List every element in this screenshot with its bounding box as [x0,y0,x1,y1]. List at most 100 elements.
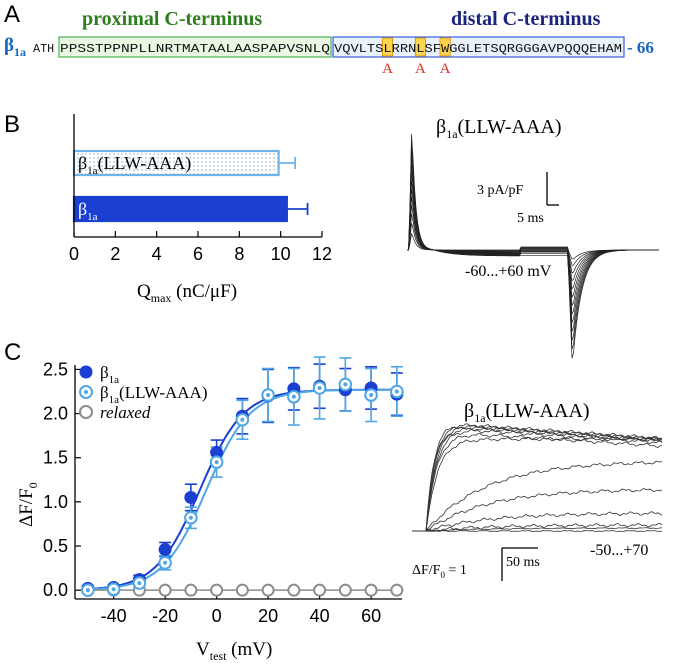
legend-label-2: relaxed [100,403,151,422]
mutant-point-dot-8 [291,394,296,399]
relaxed-point-9 [313,583,327,597]
mutant-point-dot-4 [188,515,193,520]
bar-x-tick-label-0: 0 [69,244,79,264]
x-axis-label-main: V [196,639,210,660]
mutation-highlights [381,37,451,57]
distal-box [332,36,625,58]
mutant-point-dot-7 [266,393,271,398]
current-trace-11 [407,141,659,350]
fluor-trace-0 [412,530,663,532]
bar-0 [72,149,280,177]
bar-x-tick-label-1: 2 [110,244,120,264]
y-axis-label-main: ΔF/F [16,488,37,527]
bar-label-0-rest: (LLW-AAA) [98,153,192,174]
bar-x-axis-label-rest: (nC/μF) [171,281,237,302]
legend-label-2-main: relaxed [100,403,151,422]
relaxed-point-8 [287,583,301,597]
y-tick-label-1: 0.5 [43,536,68,556]
x-tick-label-4: 40 [310,606,330,626]
x-tick-label-3: 20 [258,606,278,626]
x-tick-label-0: -40 [101,606,127,626]
mutant-point-dot-5 [214,460,219,465]
y-tick-label-0: 0.0 [43,580,68,600]
relaxed-point-4 [184,583,198,597]
relaxed-point-12 [390,583,404,597]
fluor-trace-12 [412,423,663,532]
legend-marker-0 [79,365,93,379]
bar-x-tick-label-6: 12 [312,244,332,264]
relaxed-point-10 [338,583,352,597]
legend-label-1-rest: (LLW-AAA) [119,383,207,402]
legend-label-0-sub: 1a [109,374,120,386]
mutant-point-dot-0 [85,588,90,593]
fluorescence-voltage-chart: 0.0 0.5 1.0 1.5 2.0 2.5 -40 -20 0 20 40 60 Vtest (mV… [16,356,404,663]
beta-prefix: β1a [4,35,26,59]
mutant-point-dot-3 [163,560,168,565]
mutation-letter-2: A [440,61,451,77]
beta-point-3 [158,543,172,557]
fluor-trace-1 [412,527,663,532]
y-tick-label-4: 2.0 [43,404,68,424]
mutant-point-dot-6 [240,417,245,422]
fluor-trace-7 [412,432,663,532]
relaxed-point-3 [158,583,172,597]
traces-b-title: β1a(LLW-AAA) [436,116,562,141]
current-trace-10 [407,149,659,341]
panel-a-label: A [4,1,20,28]
relaxed-point-11 [364,583,378,597]
legend-label-0: β1a [100,363,119,386]
bar-x-tick-label-2: 4 [152,244,162,264]
bar-label-0: β1a(LLW-AAA) [78,153,191,177]
current-trace-12 [407,134,659,359]
fluor-trace-3 [412,511,663,532]
bar-x-axis-label: Qmax (nC/μF) [137,281,237,305]
mutant-point-dot-11 [369,393,374,398]
mutant-point-dot-2 [137,581,142,586]
relaxed-point-7 [261,583,275,597]
proximal-box [58,36,332,58]
bar-label-1-main: β [78,199,87,219]
distal-label: distal C-terminus [451,8,601,30]
bar-1 [72,195,288,223]
y-tick-label-5: 2.5 [43,359,68,379]
fluor-trace-2 [412,522,663,532]
x-tick-label-1: -20 [152,606,178,626]
mutation-letter-0: A [382,61,393,77]
mutation-highlight-2 [439,37,451,57]
scalebar-b-x-label: 5 ms [517,211,544,226]
x-axis-label-rest: (mV) [226,639,272,660]
bar-label-0-sub: 1a [87,165,98,177]
scalebar-c-y-label: ΔF/F0 = 1 [412,563,467,580]
panel-b-label: B [4,111,20,138]
mutant-point-dot-12 [394,389,399,394]
legend-marker-dot-1 [84,390,88,394]
y-tick-label-3: 1.5 [43,448,68,468]
mutant-point-dot-9 [317,385,322,390]
x-tick-label-5: 60 [361,606,381,626]
bar-x-tick-label-5: 10 [271,244,291,264]
legend-label-0-main: β [100,363,109,382]
distal-seq: VQVLTSLRRNLSFWGGLETSQRGGGAVPQQQEHAM [334,42,622,56]
mutation-letter-1: A [415,61,426,77]
fluor-trace-10 [412,426,663,532]
bar-label-1-sub: 1a [87,211,98,223]
relaxed-point-6 [235,583,249,597]
panel-c-label: C [4,339,21,366]
legend-label-1: β1a(LLW-AAA) [100,383,207,406]
scalebar-c-x-label: 50 ms [506,555,540,570]
fluor-trace-5 [412,460,663,532]
current-trace-7 [407,172,659,316]
x-tick-label-2: 0 [212,606,222,626]
beta-point-4 [184,490,198,504]
lead-seq: ATH [33,42,54,56]
mutation-highlight-0 [381,37,394,57]
y-tick-label-2: 1.0 [43,492,68,512]
current-trace-9 [407,156,659,332]
legend-label-1-main: β [100,383,109,402]
bar-x-tick-label-4: 8 [234,244,244,264]
bar-x-axis-label-main: Q [137,281,151,302]
x-axis-label-sub: test [210,649,227,663]
